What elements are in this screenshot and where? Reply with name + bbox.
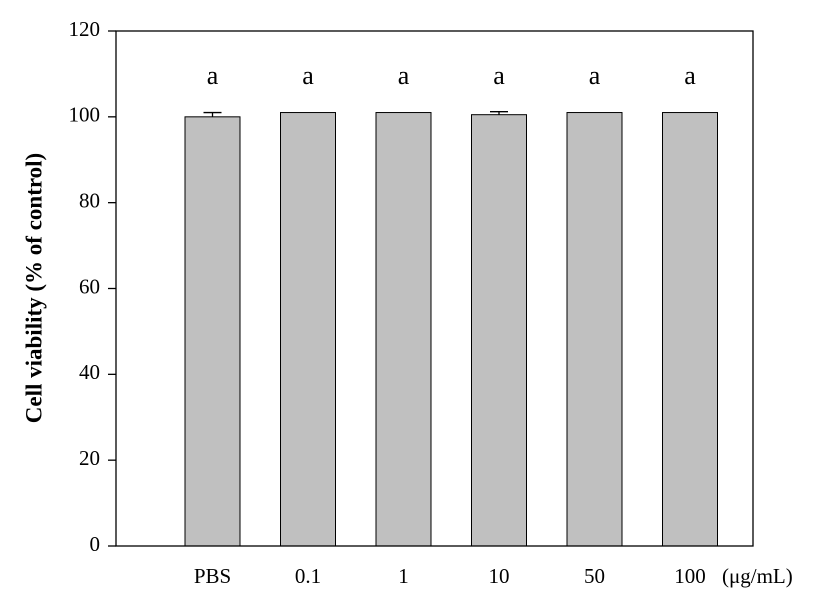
bar [662, 112, 718, 547]
x-tick-label: 0.1 [295, 564, 321, 588]
x-tick-label: PBS [194, 564, 231, 588]
significance-label: a [493, 61, 505, 90]
plot-frame [115, 30, 754, 547]
bar [566, 112, 623, 547]
y-axis-label: Cell viability (% of control) [21, 153, 46, 423]
bar [184, 116, 241, 547]
significance-label: a [207, 61, 219, 90]
x-tick-label: 50 [584, 564, 605, 588]
significance-label: a [302, 61, 314, 90]
y-tick-label: 0 [90, 532, 101, 556]
y-tick-label: 80 [79, 188, 100, 212]
x-tick-label: 100 [674, 564, 706, 588]
bar [375, 112, 432, 547]
y-tick-label: 60 [79, 274, 100, 298]
x-tick-label: 1 [398, 564, 409, 588]
y-tick-label: 40 [79, 360, 100, 384]
y-tick-label: 100 [69, 103, 101, 127]
y-tick-label: 120 [69, 17, 101, 41]
bar [471, 114, 527, 547]
bar [280, 112, 336, 547]
significance-label: a [589, 61, 601, 90]
significance-label: a [398, 61, 410, 90]
x-axis-label: (μg/mL) [722, 564, 793, 588]
significance-label: a [684, 61, 696, 90]
x-tick-label: 10 [489, 564, 510, 588]
y-tick-label: 20 [79, 446, 100, 470]
